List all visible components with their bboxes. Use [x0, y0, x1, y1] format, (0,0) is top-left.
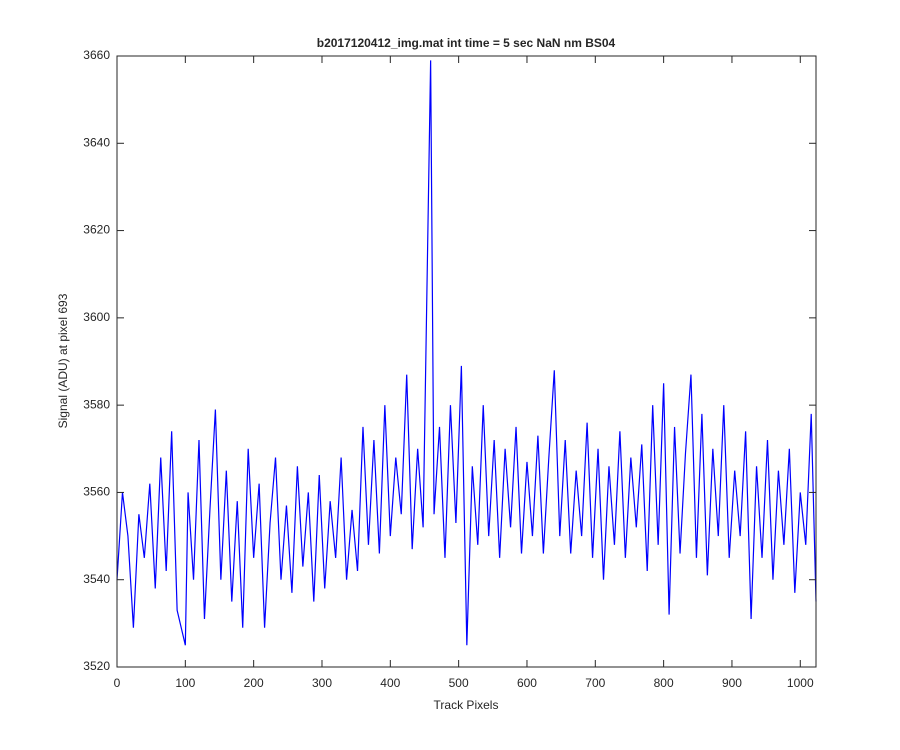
y-tick-label: 3660	[83, 48, 110, 62]
chart-title: b2017120412_img.mat int time = 5 sec NaN…	[317, 36, 616, 50]
y-tick-label: 3600	[83, 310, 110, 324]
plot-frame	[116, 55, 817, 668]
x-tick-label: 300	[312, 676, 332, 690]
x-tick-label: 800	[654, 676, 674, 690]
y-axis-label: Signal (ADU) at pixel 693	[56, 293, 70, 428]
y-tick-label: 3640	[83, 135, 110, 149]
y-tick-label: 3620	[83, 223, 110, 237]
y-tick-label: 3560	[83, 485, 110, 499]
x-tick-label: 400	[380, 676, 400, 690]
y-tick-label: 3520	[83, 659, 110, 673]
x-tick-label: 200	[244, 676, 264, 690]
x-tick-label: 1000	[787, 676, 814, 690]
y-tick-label: 3540	[83, 572, 110, 586]
x-tick-label: 600	[517, 676, 537, 690]
x-tick-label: 900	[722, 676, 742, 690]
x-tick-label: 0	[114, 676, 121, 690]
data-line	[116, 60, 817, 646]
x-tick-label: 700	[585, 676, 605, 690]
x-tick-label: 100	[175, 676, 195, 690]
x-axis-label: Track Pixels	[434, 698, 499, 712]
y-tick-label: 3580	[83, 397, 110, 411]
x-tick-label: 500	[449, 676, 469, 690]
